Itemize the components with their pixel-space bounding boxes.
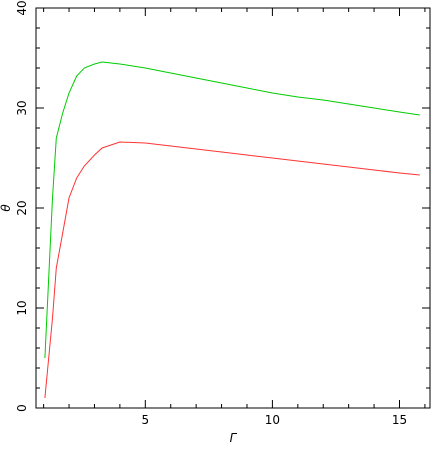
x-axis-ticks: 5 10 15	[43, 8, 426, 427]
x-axis-label: Γ	[230, 431, 238, 445]
x-tick-label: 5	[141, 413, 149, 427]
y-tick-label: 10	[15, 300, 29, 315]
series-line-1	[44, 61, 420, 359]
x-tick-label: 10	[265, 413, 280, 427]
y-tick-label: 30	[15, 100, 29, 115]
series-layer	[44, 61, 420, 399]
y-axis-label: θ	[0, 204, 13, 212]
series-line-2	[44, 141, 420, 399]
x-tick-label: 15	[392, 413, 407, 427]
plot-frame	[35, 7, 431, 409]
y-tick-label: 40	[15, 0, 29, 15]
y-tick-label: 0	[15, 404, 29, 412]
y-tick-label: 20	[15, 200, 29, 215]
y-axis-ticks: 0 10 20 30 40	[15, 0, 430, 412]
